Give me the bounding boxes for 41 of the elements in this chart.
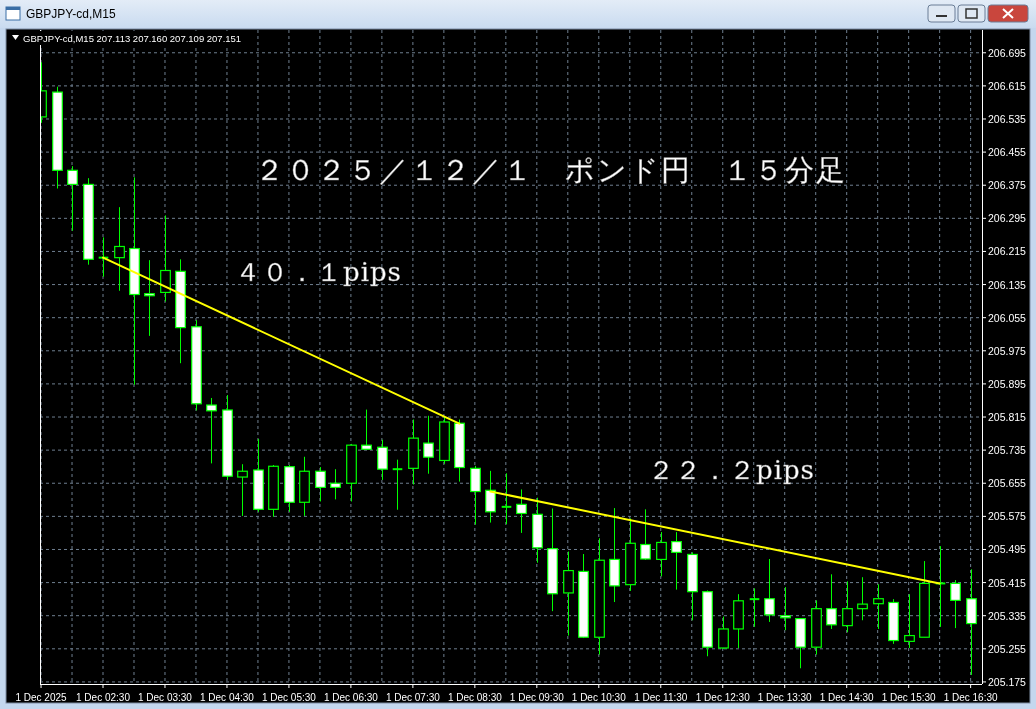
- annotation: ４０．１pips: [235, 257, 402, 287]
- x-tick-label: 1 Dec 11:30: [634, 691, 688, 703]
- x-tick-label: 1 Dec 10:30: [571, 691, 627, 703]
- x-tick-label: 1 Dec 15:30: [881, 691, 937, 703]
- x-tick-label: 1 Dec 08:30: [447, 691, 503, 703]
- y-tick-label: 205.975: [988, 344, 1027, 357]
- y-tick-label: 206.695: [988, 46, 1027, 59]
- text: ２０２５／１２／１ ポンド円 １５分足: [255, 153, 847, 187]
- y-tick-label: 206.295: [988, 212, 1027, 225]
- x-tick-label: 1 Dec 2025: [15, 691, 68, 703]
- x-tick-label: 1 Dec 04:30: [199, 691, 255, 703]
- x-tick-label: 1 Dec 02:30: [76, 691, 131, 703]
- x-tick-label: 1 Dec 16:30: [943, 691, 999, 703]
- x-tick-label: 1 Dec 13:30: [757, 691, 813, 703]
- y-tick-label: 205.895: [988, 377, 1027, 390]
- y-tick-label: 205.415: [988, 576, 1027, 589]
- y-tick-label: 205.335: [988, 609, 1027, 622]
- y-tick-label: 206.215: [988, 245, 1027, 258]
- x-tick-label: 1 Dec 06:30: [323, 691, 379, 703]
- y-tick-label: 205.575: [988, 510, 1027, 523]
- y-tick-label: 205.655: [988, 477, 1027, 490]
- x-tick-label: 1 Dec 03:30: [138, 691, 193, 703]
- y-tick-label: 206.615: [988, 79, 1027, 92]
- x-tick-label: 1 Dec 09:30: [509, 691, 565, 703]
- y-tick-label: 205.735: [988, 444, 1027, 457]
- y-tick-label: 206.535: [988, 112, 1027, 125]
- y-tick-label: 206.455: [988, 146, 1027, 159]
- annotation: ２２．２pips: [648, 455, 815, 485]
- y-tick-label: 205.255: [988, 642, 1027, 655]
- x-tick-label: 1 Dec 05:30: [261, 691, 317, 703]
- x-tick-label: 1 Dec 12:30: [695, 691, 751, 703]
- y-tick-label: 206.375: [988, 179, 1027, 192]
- y-tick-label: 206.055: [988, 311, 1027, 324]
- chart-subtitle: GBPJPY-cd,M15 207.113 207.160 207.109 207.151: [23, 32, 242, 44]
- y-tick-label: 205.815: [988, 411, 1027, 424]
- text: GBPJPY-cd,M15: [26, 7, 116, 21]
- x-tick-label: 1 Dec 14:30: [819, 691, 875, 703]
- y-tick-label: 205.175: [988, 675, 1027, 688]
- x-tick-label: 1 Dec 07:30: [385, 691, 441, 703]
- y-tick-label: 205.495: [988, 543, 1027, 556]
- y-tick-label: 206.135: [988, 278, 1027, 291]
